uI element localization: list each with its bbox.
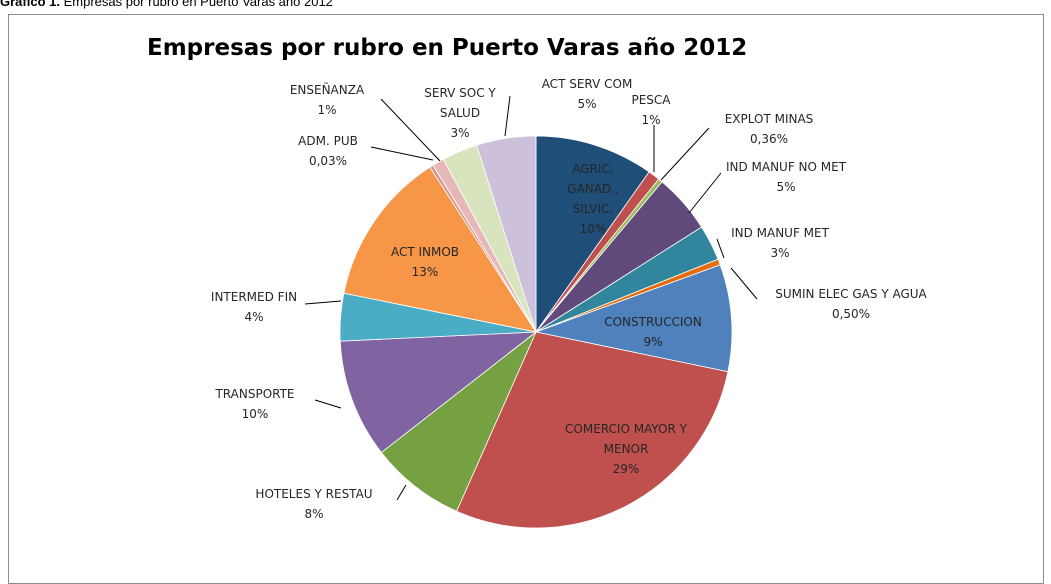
slice-label-4: IND MANUF NO MET 5%	[726, 160, 847, 194]
slice-labels: AGRIC, GANAD., SILVIC. 10% PESCA 1% EXPLOT MIN…	[211, 77, 928, 521]
slice-label-14: ENSEÑANZA 1%	[290, 82, 365, 117]
leader-line-3	[660, 127, 710, 181]
pie-slice-1	[535, 135, 650, 334]
slice-label-10: TRANSPORTE 10%	[214, 387, 294, 421]
leader-line-13	[370, 146, 434, 161]
leader-line-11	[304, 300, 342, 305]
leader-line-9	[396, 484, 407, 501]
slice-label-6: SUMIN ELEC GAS Y AGUA 0,50%	[775, 287, 927, 321]
leader-lines	[304, 95, 758, 501]
pie-slice-16	[476, 135, 537, 333]
leader-line-16	[504, 95, 511, 137]
slice-label-9: HOTELES Y RESTAU 8%	[255, 487, 372, 521]
figure-caption-text: Empresas por rubro en Puerto Varas año 2…	[63, 0, 333, 9]
slice-label-2: PESCA 1%	[631, 93, 671, 127]
slice-label-8: COMERCIO MAYOR Y MENOR 29%	[565, 422, 688, 476]
slice-label-7: CONSTRUCCION 9%	[604, 315, 702, 349]
leader-line-14	[380, 98, 441, 162]
leader-line-4	[688, 172, 722, 214]
chart-title: Empresas por rubro en Puerto Varas año 2…	[147, 35, 747, 61]
leader-line-10	[314, 399, 342, 409]
slice-label-5: IND MANUF MET 3%	[731, 226, 830, 260]
slice-label-12: ACT INMOB 13%	[391, 245, 459, 279]
pie-slices	[339, 135, 733, 529]
pie-slice-7	[534, 264, 733, 373]
pie-chart: Empresas por rubro en Puerto Varas año 2…	[147, 35, 928, 529]
pie-slice-9	[380, 331, 537, 512]
figure-caption-prefix: Gráfico 1.	[0, 0, 60, 9]
pie-slice-12	[343, 166, 537, 333]
slice-label-15: SERV SOC Y SALUD 3%	[424, 86, 496, 140]
figure-caption: Gráfico 1. Empresas por rubro en Puerto …	[0, 0, 333, 9]
slice-label-13: ADM. PUB 0,03%	[298, 134, 358, 168]
pie-slice-8	[456, 331, 729, 529]
chart-area: Empresas por rubro en Puerto Varas año 2…	[8, 14, 1044, 584]
slice-label-3: EXPLOT MINAS 0,36%	[725, 112, 814, 146]
leader-line-5	[716, 238, 725, 259]
slice-label-1: AGRIC, GANAD., SILVIC. 10%	[567, 162, 619, 236]
pie-slice-10	[339, 331, 538, 454]
slice-label-16: ACT SERV COM 5%	[542, 77, 633, 111]
leader-line-6	[730, 267, 758, 300]
slice-label-11: INTERMED FIN 4%	[211, 290, 297, 324]
